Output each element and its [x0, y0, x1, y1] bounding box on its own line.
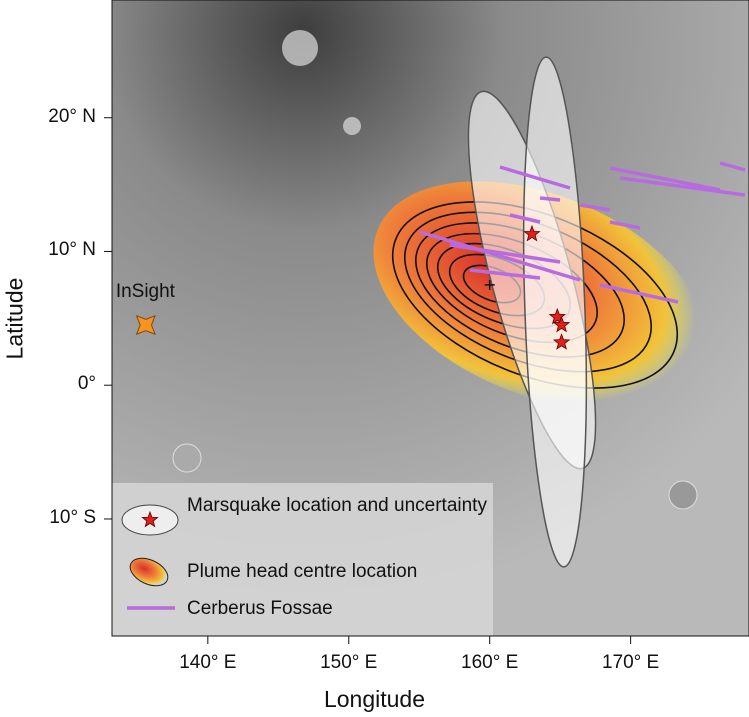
crater [282, 30, 318, 66]
uncertainty-ellipse [522, 56, 588, 568]
crater [343, 117, 361, 135]
marsquake [523, 224, 541, 242]
x-tick-label: 140° E [179, 652, 237, 673]
crater [668, 480, 698, 510]
x-tick-label: 160° E [461, 652, 519, 673]
marsquake [552, 315, 571, 333]
x-tick-label: 150° E [320, 652, 378, 673]
cerberus-fossae [419, 161, 746, 304]
marsquake [548, 307, 567, 325]
legend-plume [129, 557, 169, 587]
y-tick-label: 10° S [49, 506, 96, 528]
y-tick-label: 10° N [48, 239, 96, 261]
y-axis-label: Latitude [1, 277, 28, 360]
lander-label: InSight [115, 281, 175, 303]
marsquake [552, 333, 571, 350]
legend-star [141, 510, 159, 528]
lander-marker [135, 314, 156, 336]
legend-text: Cerberus Fossae [187, 598, 333, 619]
y-tick-label: 0° [77, 373, 96, 395]
legend-text: Plume head centre location [187, 561, 418, 582]
x-axis-label: Longitude [323, 686, 426, 712]
x-tick-label: 170° E [601, 652, 660, 673]
crater [172, 443, 202, 473]
plume-centre [484, 279, 495, 290]
frame [111, 0, 749, 637]
y-tick-label: 20° N [48, 105, 96, 127]
legend-box [112, 483, 493, 636]
legend-text: Marsquake location and uncertainty [187, 495, 487, 516]
